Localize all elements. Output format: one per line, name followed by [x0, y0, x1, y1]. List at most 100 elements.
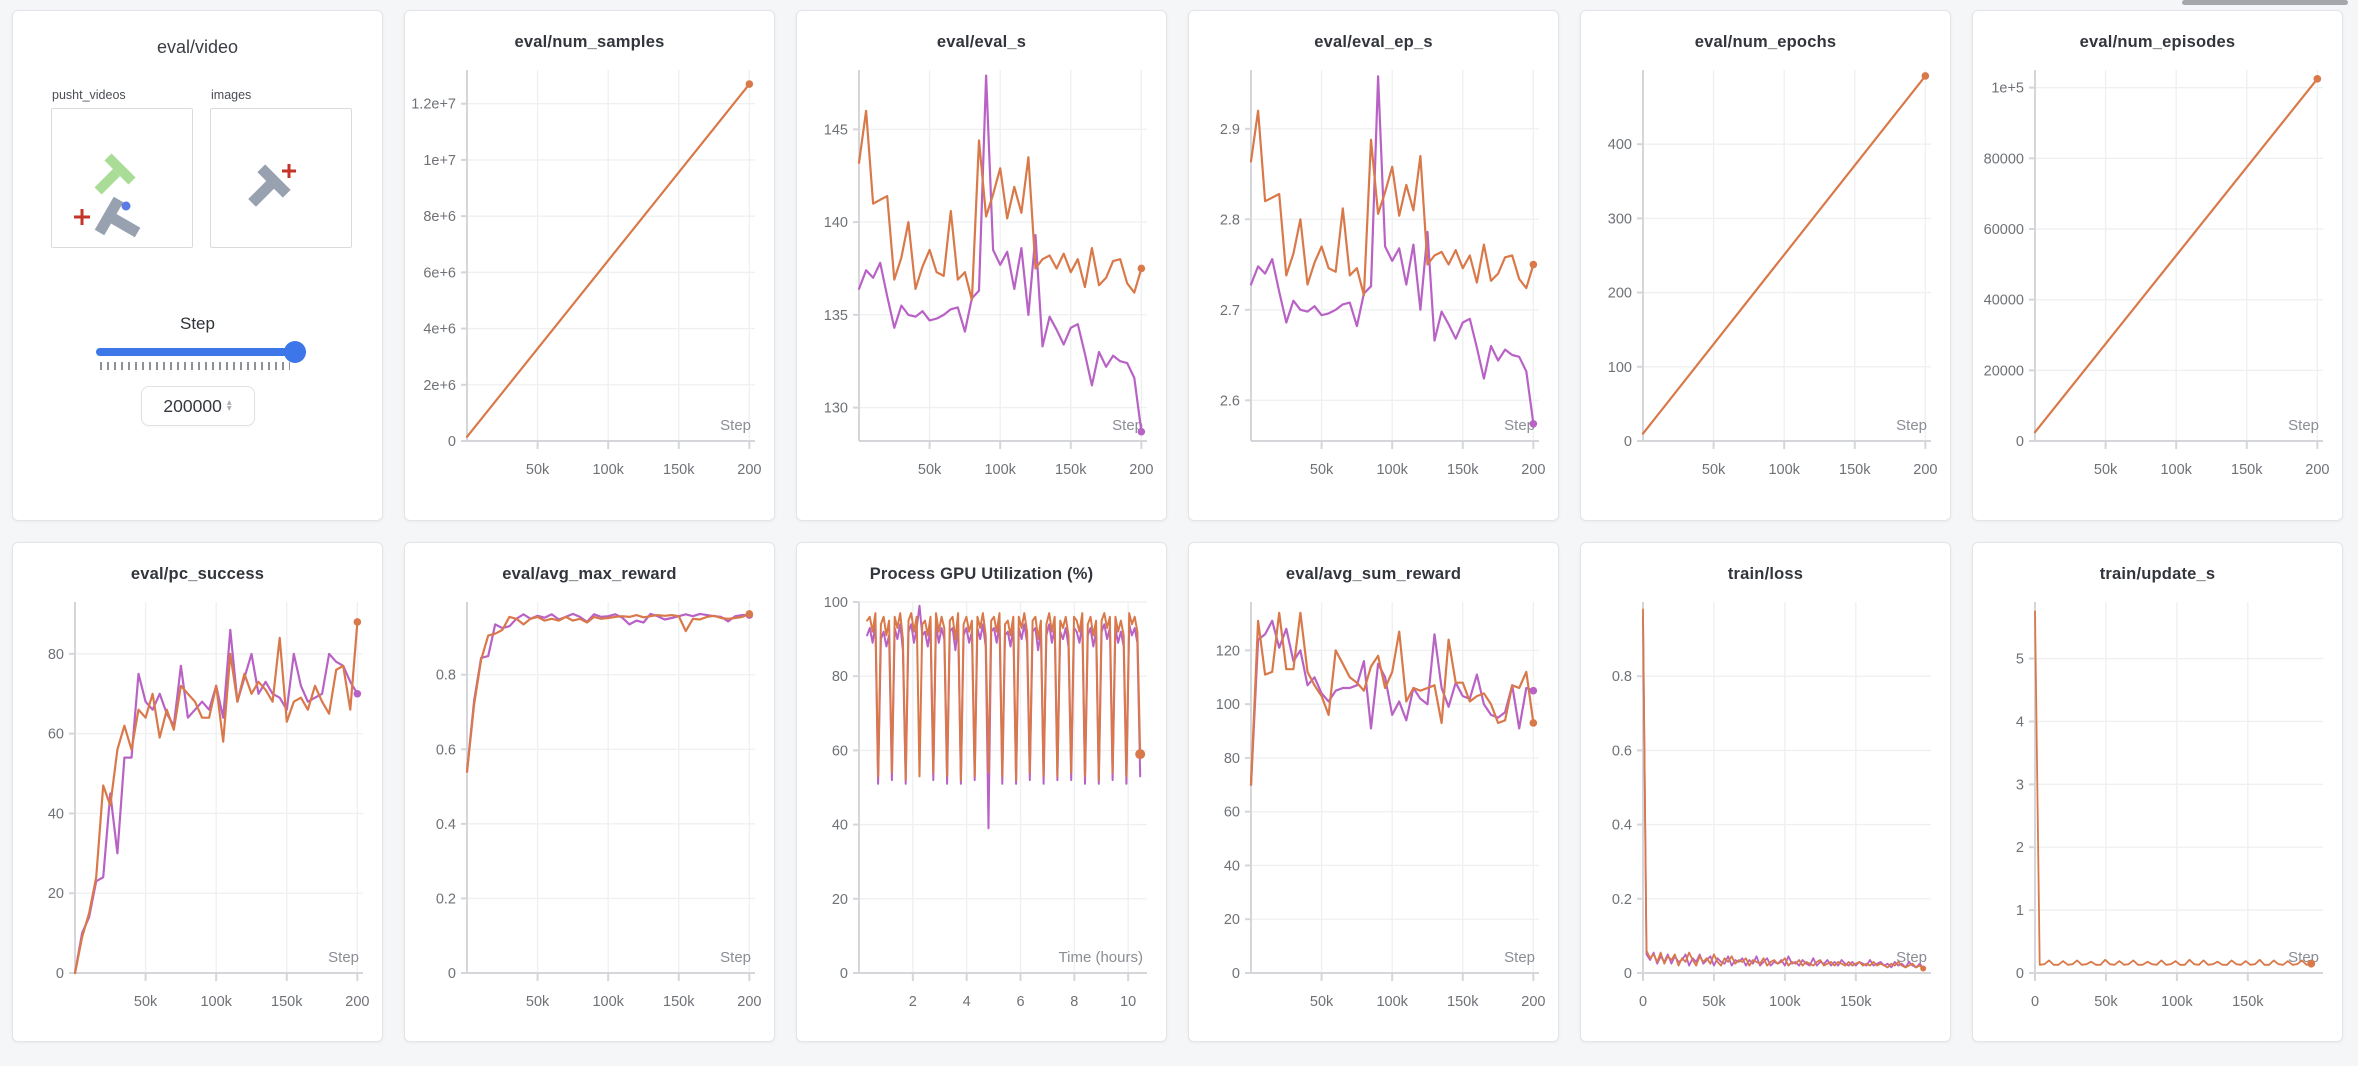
spinner-up-icon[interactable]: ▴: [226, 397, 232, 409]
chart-panel-train-loss: train/loss 0 50k 100k 150k 0 0.2 0.4 0.6 0.8 Step: [1580, 542, 1951, 1042]
step-slider[interactable]: [95, 341, 306, 370]
gray-t-crossbar: [257, 164, 291, 198]
chart-title: eval/num_epochs: [1694, 33, 1837, 51]
chart-title: eval/num_samples: [514, 33, 665, 51]
svg-text:2.6: 2.6: [1220, 393, 1240, 409]
svg-text:200: 200: [1521, 462, 1545, 478]
svg-text:80: 80: [48, 647, 64, 663]
svg-text:20: 20: [832, 892, 848, 908]
svg-text:1e+7: 1e+7: [423, 153, 456, 169]
svg-text:40000: 40000: [1984, 293, 2024, 309]
svg-text:0: 0: [1624, 434, 1632, 450]
panel-title: eval/video: [156, 37, 239, 57]
svg-text:100: 100: [1608, 360, 1632, 376]
chart-title: eval/pc_success: [130, 565, 265, 583]
goal-cross: [74, 209, 90, 225]
chart-panel-eval-eval-s: eval/eval_s 50k 100k 150k 200 130 135 140 145 St…: [796, 10, 1167, 521]
step-slider-label: Step: [180, 314, 215, 333]
svg-text:2e+6: 2e+6: [423, 378, 456, 394]
panel-grid: eval/video pusht_videos: [12, 10, 2343, 1042]
svg-text:150k: 150k: [663, 462, 695, 478]
step-input-value[interactable]: 200000: [163, 395, 222, 416]
svg-text:0.2: 0.2: [1612, 892, 1632, 908]
green-t-crossbar: [104, 153, 136, 185]
svg-text:Step: Step: [2288, 417, 2319, 434]
svg-text:20: 20: [1224, 912, 1240, 928]
chart-title: eval/avg_sum_reward: [1285, 565, 1462, 583]
svg-text:135: 135: [824, 308, 848, 324]
spinner-down-icon[interactable]: ▾: [226, 403, 232, 414]
line-chart[interactable]: 50k 100k 150k 200 130 135 140 145 Step: [797, 56, 1166, 506]
line-chart[interactable]: 50k 100k 150k 200 0 100 200 300 400 Step: [1581, 56, 1950, 506]
svg-text:0: 0: [56, 966, 64, 982]
chart-panel-eval-num-samples: eval/num_samples 50k 100k 150k 200 0 2e+6 4e+6…: [404, 10, 775, 521]
svg-text:40: 40: [1224, 858, 1240, 874]
line-chart[interactable]: 50k 100k 150k 200 0 20 40 60 80 100 120 Step: [1189, 588, 1558, 1038]
svg-text:Step: Step: [1896, 949, 1927, 966]
svg-text:2: 2: [909, 994, 917, 1010]
svg-text:150k: 150k: [2231, 462, 2263, 478]
chart-title: eval/eval_ep_s: [1314, 33, 1433, 51]
svg-text:6e+6: 6e+6: [423, 265, 456, 281]
svg-text:130: 130: [824, 401, 848, 417]
svg-text:80000: 80000: [1984, 151, 2024, 167]
svg-text:80: 80: [1224, 751, 1240, 767]
chart-panel-process-gpu-utilization-: Process GPU Utilization (%) 2 4 6 8 10 0 20 40 6…: [796, 542, 1167, 1042]
svg-text:8e+6: 8e+6: [423, 209, 456, 225]
line-chart[interactable]: 50k 100k 150k 200 2.6 2.7 2.8 2.9 Step: [1189, 56, 1558, 506]
svg-text:60: 60: [832, 743, 848, 759]
line-chart[interactable]: 50k 100k 150k 200 0 20 40 60 80 Step: [13, 588, 382, 1038]
svg-text:2.8: 2.8: [1220, 212, 1240, 228]
slider-track[interactable]: [95, 341, 306, 363]
svg-text:100k: 100k: [1376, 994, 1408, 1010]
line-chart[interactable]: 0 50k 100k 150k 0 0.2 0.4 0.6 0.8 Step: [1581, 588, 1950, 1038]
svg-text:2.7: 2.7: [1220, 303, 1240, 319]
svg-text:300: 300: [1608, 211, 1632, 227]
svg-text:200: 200: [737, 462, 761, 478]
line-chart[interactable]: 50k 100k 150k 200 0 20000 40000 60000 80000 1e+5 S…: [1973, 56, 2342, 506]
step-input[interactable]: 200000 ▴ ▾: [140, 386, 255, 426]
svg-text:0.8: 0.8: [1612, 669, 1632, 685]
scrollbar-horizontal[interactable]: [2182, 0, 2348, 5]
svg-text:200: 200: [345, 994, 369, 1010]
svg-text:Step: Step: [1896, 417, 1927, 434]
chart-panel-eval-pc-success: eval/pc_success 50k 100k 150k 200 0 20 40 60 80 S…: [12, 542, 383, 1042]
svg-text:200: 200: [2305, 462, 2329, 478]
chart-panel-train-update-s: train/update_s 0 50k 100k 150k 0 1 2 3 4 5 Step: [1972, 542, 2343, 1042]
svg-text:100k: 100k: [592, 462, 624, 478]
line-chart[interactable]: 50k 100k 150k 200 0 0.2 0.4 0.6 0.8 Step: [405, 588, 774, 1038]
svg-text:Step: Step: [1504, 949, 1535, 966]
svg-text:3: 3: [2016, 777, 2024, 793]
svg-text:60: 60: [1224, 805, 1240, 821]
svg-text:200: 200: [1913, 462, 1937, 478]
svg-text:5: 5: [2016, 652, 2024, 668]
svg-text:50k: 50k: [526, 462, 550, 478]
svg-text:200: 200: [1129, 462, 1153, 478]
video-frame-pusht[interactable]: [51, 108, 193, 248]
svg-text:150k: 150k: [1447, 994, 1479, 1010]
svg-text:0: 0: [448, 434, 456, 450]
video-frame-images[interactable]: [210, 108, 352, 248]
line-chart[interactable]: 50k 100k 150k 200 0 2e+6 4e+6 6e+6 8e+6 1e+7 1.2e+…: [405, 56, 774, 506]
chart-title: eval/num_episodes: [2079, 33, 2236, 51]
svg-text:200: 200: [1521, 994, 1545, 1010]
svg-text:0.8: 0.8: [436, 668, 456, 684]
chart-title: eval/eval_s: [936, 33, 1027, 51]
pusht-env-render: [248, 164, 296, 207]
chart-panel-eval-num-epochs: eval/num_epochs 50k 100k 150k 200 0 100 200 300…: [1580, 10, 1951, 521]
slider-handle[interactable]: [283, 341, 306, 363]
svg-text:400: 400: [1608, 137, 1632, 153]
svg-text:Step: Step: [720, 949, 751, 966]
svg-text:50k: 50k: [134, 994, 158, 1010]
svg-text:0: 0: [2016, 966, 2024, 982]
video-thumb-images: images: [210, 88, 352, 248]
svg-text:2: 2: [2016, 840, 2024, 856]
svg-text:1: 1: [2016, 903, 2024, 919]
chart-title: eval/avg_max_reward: [502, 565, 677, 583]
svg-text:0: 0: [2031, 994, 2039, 1010]
svg-text:0: 0: [1232, 966, 1240, 982]
svg-text:20: 20: [48, 886, 64, 902]
video-thumb-label: images: [211, 88, 252, 102]
